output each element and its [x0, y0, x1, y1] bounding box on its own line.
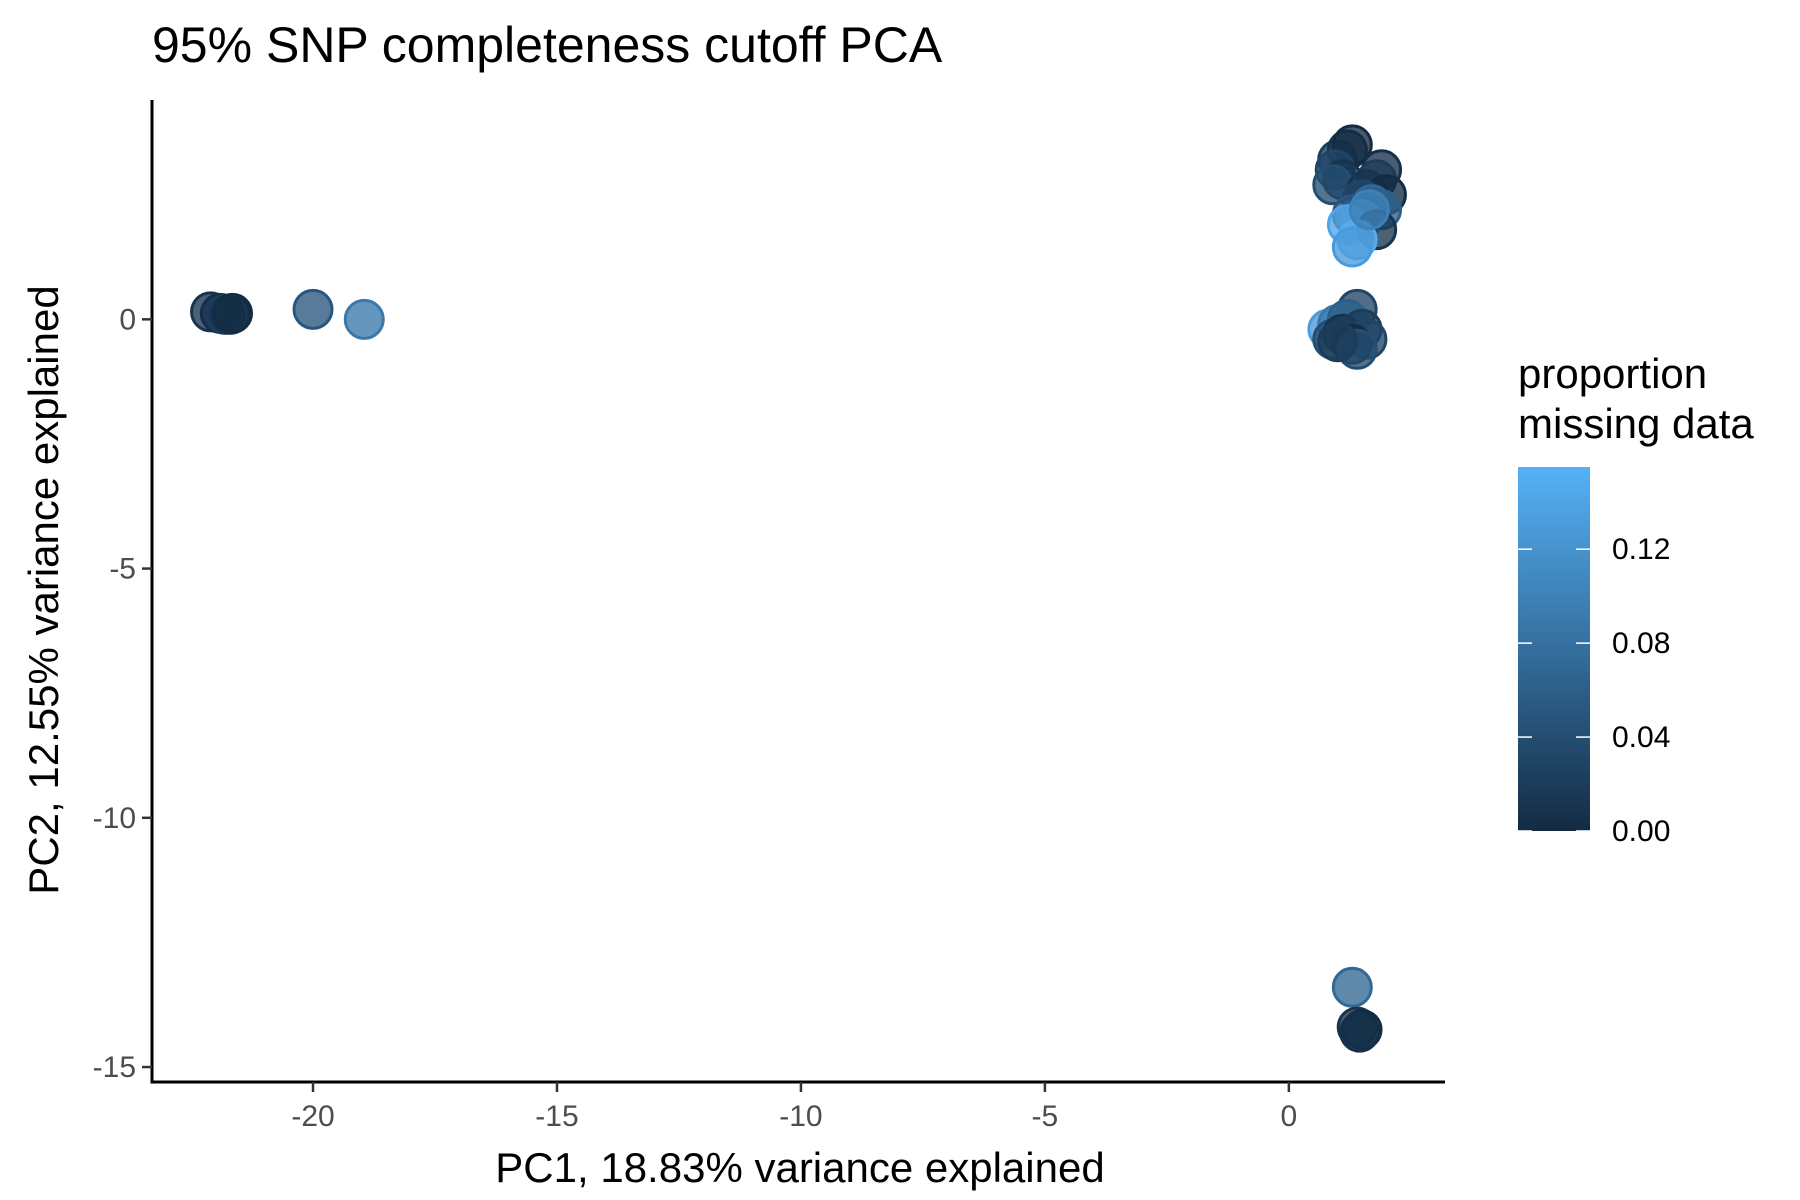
points-layer	[190, 124, 1407, 1053]
y-axis-title: PC2, 12.55% variance explained	[20, 285, 67, 894]
legend-tick-label: 0.12	[1612, 533, 1670, 566]
data-point	[1348, 189, 1390, 231]
y-axis-ticks: 0 -5 -10 -15	[93, 303, 152, 1084]
x-tick-label: -5	[1032, 1100, 1059, 1133]
x-axis-ticks: -20 -15 -10 -5 0	[291, 1082, 1297, 1133]
legend-title-line-2: missing data	[1518, 400, 1754, 447]
y-tick-label: -5	[109, 553, 136, 586]
legend-ticks: 0.00 0.04 0.08 0.12	[1518, 533, 1670, 848]
data-point	[1331, 226, 1373, 268]
data-point	[292, 288, 334, 330]
legend-title-line-1: proportion	[1518, 350, 1707, 397]
data-point	[212, 292, 254, 334]
x-tick-label: -20	[291, 1100, 334, 1133]
y-tick-label: -15	[93, 1051, 136, 1084]
legend-tick-label: 0.08	[1612, 627, 1670, 660]
x-tick-label: -15	[535, 1100, 578, 1133]
color-legend: proportion missing data 0.00 0.04 0.08 0.12	[1518, 350, 1754, 848]
data-point	[1339, 1011, 1381, 1053]
legend-tick-label: 0.04	[1612, 721, 1670, 754]
chart-title: 95% SNP completeness cutoff PCA	[152, 17, 943, 73]
data-point	[1331, 966, 1373, 1008]
x-axis-title: PC1, 18.83% variance explained	[495, 1144, 1104, 1191]
data-point	[343, 298, 385, 340]
data-point	[1317, 321, 1359, 363]
y-tick-label: 0	[119, 303, 136, 336]
legend-tick-label: 0.00	[1612, 815, 1670, 848]
legend-colorbar	[1518, 467, 1590, 831]
x-tick-label: -10	[779, 1100, 822, 1133]
x-tick-label: 0	[1281, 1100, 1298, 1133]
y-tick-label: -10	[93, 802, 136, 835]
